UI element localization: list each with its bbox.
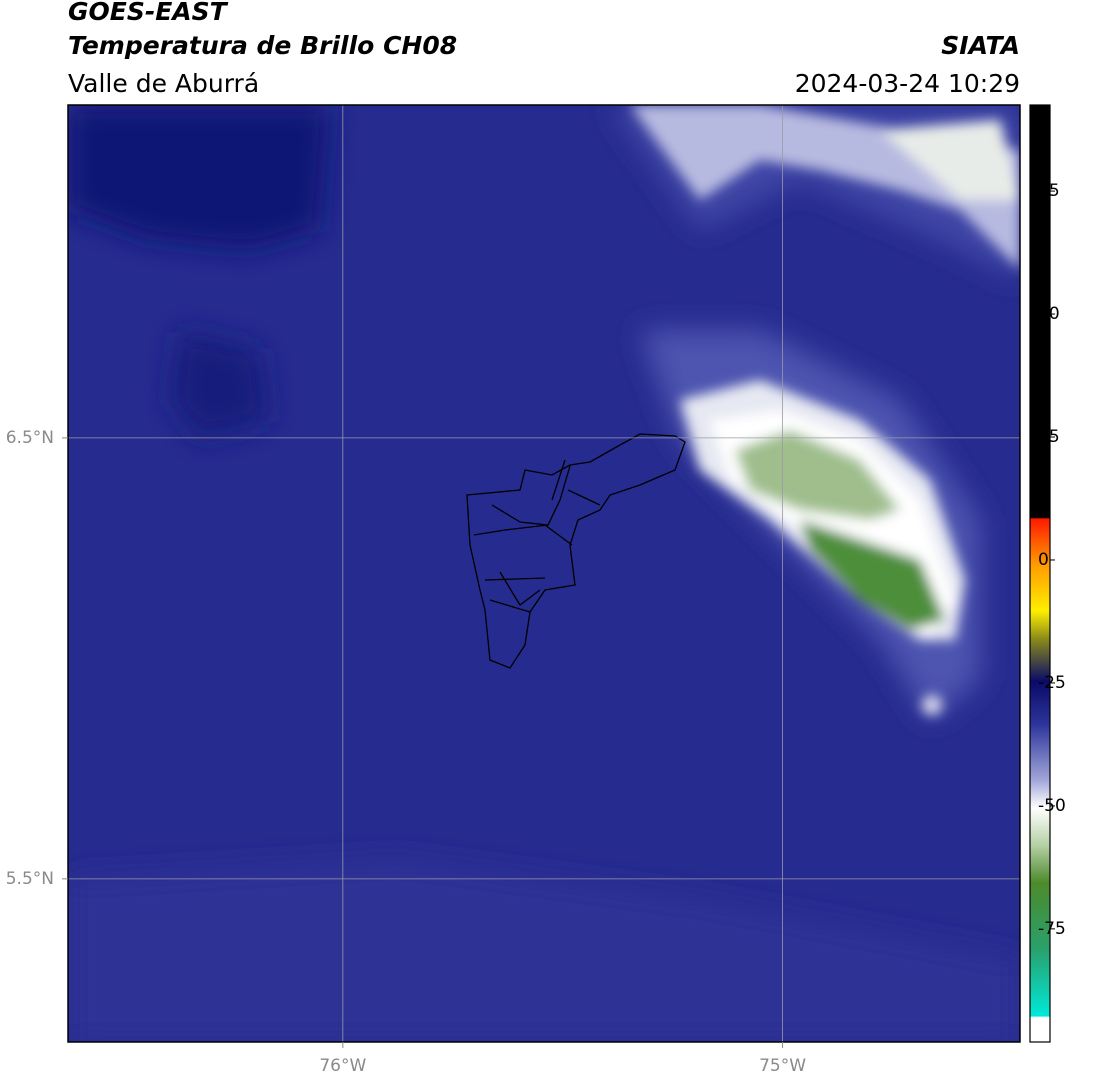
x-tick-label: 76°W <box>319 1056 366 1076</box>
grid <box>68 105 1020 1042</box>
map-frame <box>67 104 1021 1043</box>
source: SIATA <box>941 31 1020 60</box>
x-tick-label: 75°W <box>759 1056 806 1076</box>
colorbar <box>1029 104 1051 1043</box>
colorbar-tick-label: -75 <box>1038 919 1066 939</box>
y-tick-label: 5.5°N <box>6 869 54 889</box>
subtitle: Temperatura de Brillo CH08 <box>68 31 457 60</box>
colorbar-tick-label: 75 <box>1038 181 1060 201</box>
region-outline <box>466 433 686 669</box>
y-tick-label: 6.5°N <box>6 428 54 448</box>
satellite-image <box>68 105 1020 1042</box>
colorbar-tick-label: 25 <box>1038 427 1060 447</box>
colorbar-tick-label: 50 <box>1038 304 1060 324</box>
title: GOES-EAST <box>68 0 229 26</box>
colorbar-tick-label: -50 <box>1038 796 1066 816</box>
colorbar-tick-label: 0 <box>1038 550 1049 570</box>
region: Valle de Aburrá <box>68 69 259 98</box>
colorbar-tick-label: -25 <box>1038 673 1066 693</box>
timestamp: 2024-03-24 10:29 <box>795 69 1020 98</box>
